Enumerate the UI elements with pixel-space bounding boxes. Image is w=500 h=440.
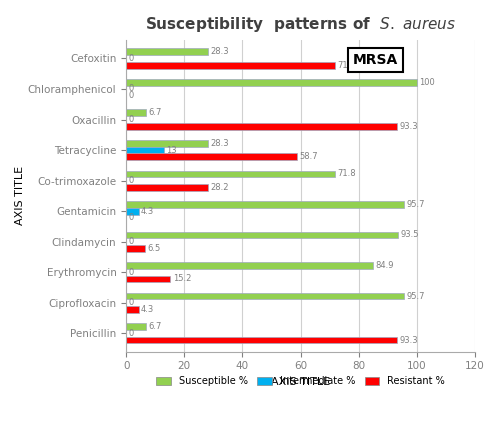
Y-axis label: AXIS TITLE: AXIS TITLE — [15, 166, 25, 225]
Bar — [126, 262, 373, 269]
Text: 0: 0 — [128, 91, 134, 100]
Text: 28.3: 28.3 — [211, 139, 230, 148]
Bar — [126, 306, 138, 313]
Bar — [126, 231, 398, 238]
Bar — [126, 48, 208, 55]
Text: 0: 0 — [128, 298, 134, 307]
Bar — [126, 154, 297, 160]
Bar — [126, 201, 404, 208]
Text: 93.3: 93.3 — [400, 336, 418, 345]
Text: 58.7: 58.7 — [299, 152, 318, 161]
Text: 0: 0 — [128, 115, 134, 124]
Text: 13: 13 — [166, 146, 177, 154]
Bar — [126, 147, 164, 154]
Text: 93.5: 93.5 — [400, 231, 419, 239]
Text: 6.7: 6.7 — [148, 322, 162, 331]
Text: 0: 0 — [128, 329, 134, 338]
Bar — [126, 293, 404, 299]
Text: 4.3: 4.3 — [141, 305, 154, 314]
Legend: Susceptible %, Intermediate %, Resistant %: Susceptible %, Intermediate %, Resistant… — [152, 373, 449, 390]
Bar — [126, 184, 208, 191]
Bar — [126, 171, 335, 177]
Bar — [126, 275, 170, 282]
Text: 95.7: 95.7 — [407, 292, 426, 301]
Bar — [126, 337, 398, 343]
Text: 6.7: 6.7 — [148, 108, 162, 117]
X-axis label: AXIS TITLE: AXIS TITLE — [271, 377, 330, 387]
Text: 71.8: 71.8 — [338, 169, 356, 178]
Bar — [126, 245, 145, 252]
Text: 95.7: 95.7 — [407, 200, 426, 209]
Text: 28.3: 28.3 — [211, 47, 230, 56]
Text: 0: 0 — [128, 268, 134, 277]
Text: 4.3: 4.3 — [141, 207, 154, 216]
Bar — [126, 140, 208, 147]
Title: Susceptibility  patterns of  $\it{S.\ aureus}$: Susceptibility patterns of $\it{S.\ aure… — [145, 15, 456, 34]
Text: 100: 100 — [420, 78, 435, 87]
Bar — [126, 79, 417, 86]
Bar — [126, 123, 398, 130]
Bar — [126, 208, 138, 215]
Text: 0: 0 — [128, 84, 134, 93]
Bar — [126, 110, 146, 116]
Text: 93.3: 93.3 — [400, 122, 418, 131]
Text: MRSA: MRSA — [353, 53, 398, 67]
Text: 0: 0 — [128, 176, 134, 185]
Text: 0: 0 — [128, 237, 134, 246]
Text: 0: 0 — [128, 213, 134, 222]
Bar — [126, 323, 146, 330]
Text: 15.2: 15.2 — [172, 275, 191, 283]
Bar — [126, 62, 334, 69]
Text: 84.9: 84.9 — [376, 261, 394, 270]
Text: 28.2: 28.2 — [210, 183, 229, 192]
Text: 6.5: 6.5 — [148, 244, 160, 253]
Text: 0: 0 — [128, 54, 134, 63]
Text: 71.7: 71.7 — [337, 61, 355, 70]
